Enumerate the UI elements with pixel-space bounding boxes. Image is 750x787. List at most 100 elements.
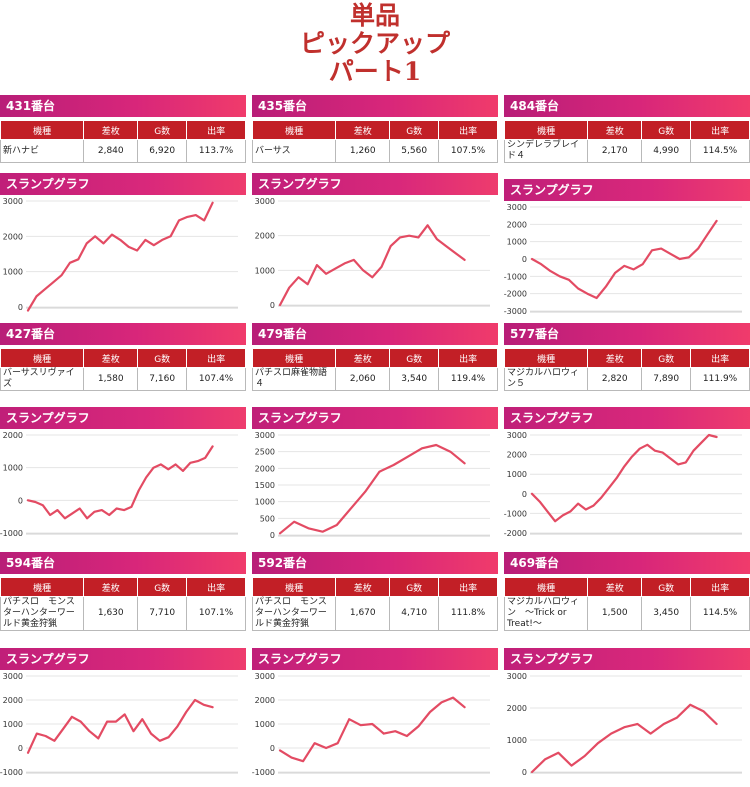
machine-number: 431番台 xyxy=(0,95,246,117)
stats-table: 機種 差枚 G数 出率 バーサス 1,260 5,560 107.5% xyxy=(251,120,498,163)
col-header-rate: 出率 xyxy=(438,120,498,140)
col-header-model: 機種 xyxy=(251,348,337,368)
col-header-model: 機種 xyxy=(503,577,589,597)
y-tick-label: -2000 xyxy=(504,529,527,538)
col-header-games: G数 xyxy=(389,120,440,140)
col-header-model: 機種 xyxy=(0,577,85,597)
games-value: 4,710 xyxy=(389,596,440,631)
col-header-rate: 出率 xyxy=(186,348,246,368)
stats-table: 機種 差枚 G数 出率 新ハナビ 2,840 6,920 113.7% xyxy=(0,120,246,163)
slump-series-line xyxy=(530,703,718,774)
col-header-games: G数 xyxy=(641,577,692,597)
y-tick-label: 2000 xyxy=(507,220,527,229)
y-tick-label: 3000 xyxy=(3,672,23,681)
y-tick-label: 500 xyxy=(260,514,275,523)
col-header-diff: 差枚 xyxy=(587,348,643,368)
y-tick-label: -1000 xyxy=(0,768,23,777)
stats-header-row: 機種 差枚 G数 出率 xyxy=(0,577,246,597)
stats-row: バーサスリヴァイズ 1,580 7,160 107.4% xyxy=(0,367,246,391)
y-tick-label: 2000 xyxy=(3,696,23,705)
stats-row: シンデレラブレイド４ 2,170 4,990 114.5% xyxy=(503,139,750,163)
machine-number: 592番台 xyxy=(252,552,498,574)
col-header-model: 機種 xyxy=(503,348,589,368)
stats-header-row: 機種 差枚 G数 出率 xyxy=(251,120,498,140)
rate-value: 114.5% xyxy=(690,139,750,163)
diff-value: 1,580 xyxy=(83,367,139,391)
machine-number: 484番台 xyxy=(504,95,750,117)
diff-value: 2,820 xyxy=(587,367,643,391)
stats-row: パチスロ モンスターハンターワールド黄金狩猟 1,670 4,710 111.8… xyxy=(251,596,498,631)
diff-value: 1,260 xyxy=(335,139,391,163)
slump-series-line xyxy=(26,698,214,754)
slump-graph-header: スランプグラフ xyxy=(252,648,498,670)
diff-value: 1,500 xyxy=(587,596,643,631)
stats-row: バーサス 1,260 5,560 107.5% xyxy=(251,139,498,163)
y-tick-label: 2000 xyxy=(507,704,527,713)
col-header-games: G数 xyxy=(641,348,692,368)
y-tick-label: -1000 xyxy=(504,272,527,281)
col-header-diff: 差枚 xyxy=(83,120,139,140)
slump-graph: 3000 2000 1000 0 -1000 xyxy=(0,672,238,777)
col-header-games: G数 xyxy=(137,348,188,368)
stats-header-row: 機種 差枚 G数 出率 xyxy=(503,348,750,368)
stats-row: マジカルハロウィン５ 2,820 7,890 111.9% xyxy=(503,367,750,391)
col-header-rate: 出率 xyxy=(186,577,246,597)
model-name: シンデレラブレイド４ xyxy=(503,139,589,163)
col-header-model: 機種 xyxy=(503,120,589,140)
y-tick-label: 3000 xyxy=(507,672,527,681)
col-header-rate: 出率 xyxy=(186,120,246,140)
slump-graph: 3000 2000 1000 0 xyxy=(507,672,742,777)
y-tick-label: 1000 xyxy=(507,736,527,745)
y-tick-label: -1000 xyxy=(504,509,527,518)
col-header-diff: 差枚 xyxy=(335,577,391,597)
stats-header-row: 機種 差枚 G数 出率 xyxy=(0,120,246,140)
stats-table: 機種 差枚 G数 出率 マジカルハロウィン５ 2,820 7,890 111.9… xyxy=(503,348,750,391)
machine-panel: 427番台 機種 差枚 G数 出率 バーサスリヴァイズ 1,580 7,160 … xyxy=(0,323,246,541)
y-tick-label: 1000 xyxy=(255,266,275,275)
diff-value: 1,630 xyxy=(83,596,139,631)
col-header-model: 機種 xyxy=(0,120,85,140)
machine-panel: 592番台 機種 差枚 G数 出率 パチスロ モンスターハンターワールド黄金狩猟… xyxy=(251,552,498,780)
col-header-diff: 差枚 xyxy=(83,348,139,368)
slump-series-line xyxy=(278,443,466,535)
col-header-rate: 出率 xyxy=(690,348,750,368)
machine-panel: 431番台 機種 差枚 G数 出率 新ハナビ 2,840 6,920 113.7… xyxy=(0,95,246,315)
diff-value: 2,170 xyxy=(587,139,643,163)
model-name: パチスロ モンスターハンターワールド黄金狩猟 xyxy=(251,596,337,631)
col-header-games: G数 xyxy=(389,577,440,597)
title-line-3: パート1 xyxy=(328,57,422,86)
col-header-diff: 差枚 xyxy=(587,120,643,140)
machine-panel: 469番台 機種 差枚 G数 出率 マジカルハロウィン ～Trick or Tr… xyxy=(503,552,750,780)
model-name: パチスロ モンスターハンターワールド黄金狩猟 xyxy=(0,596,85,631)
machine-number: 469番台 xyxy=(504,552,750,574)
col-header-model: 機種 xyxy=(251,120,337,140)
slump-series-line xyxy=(278,696,466,763)
y-tick-label: 0 xyxy=(522,490,527,499)
rate-value: 114.5% xyxy=(690,596,750,631)
model-name: マジカルハロウィン ～Trick or Treat!～ xyxy=(503,596,589,631)
slump-graph-header: スランプグラフ xyxy=(504,648,750,670)
slump-graph: 3000 2500 2000 1500 1000 500 0 xyxy=(255,431,490,540)
games-value: 3,540 xyxy=(389,367,440,391)
games-value: 6,920 xyxy=(137,139,188,163)
model-name: パチスロ麻雀物語４ xyxy=(251,367,337,391)
y-tick-label: 1000 xyxy=(3,268,23,277)
model-name: マジカルハロウィン５ xyxy=(503,367,589,391)
col-header-rate: 出率 xyxy=(438,577,498,597)
y-tick-label: 1000 xyxy=(255,498,275,507)
y-tick-label: 1000 xyxy=(3,720,23,729)
col-header-rate: 出率 xyxy=(690,577,750,597)
games-value: 4,990 xyxy=(641,139,692,163)
diff-value: 2,840 xyxy=(83,139,139,163)
col-header-games: G数 xyxy=(137,577,188,597)
col-header-games: G数 xyxy=(137,120,188,140)
y-tick-label: 2000 xyxy=(255,232,275,241)
y-tick-label: 1000 xyxy=(507,470,527,479)
stats-row: 新ハナビ 2,840 6,920 113.7% xyxy=(0,139,246,163)
stats-header-row: 機種 差枚 G数 出率 xyxy=(503,120,750,140)
games-value: 7,710 xyxy=(137,596,188,631)
stats-table: 機種 差枚 G数 出率 パチスロ麻雀物語４ 2,060 3,540 119.4% xyxy=(251,348,498,391)
col-header-diff: 差枚 xyxy=(587,577,643,597)
y-tick-label: 0 xyxy=(18,744,23,753)
machine-panel: 594番台 機種 差枚 G数 出率 パチスロ モンスターハンターワールド黄金狩猟… xyxy=(0,552,246,780)
